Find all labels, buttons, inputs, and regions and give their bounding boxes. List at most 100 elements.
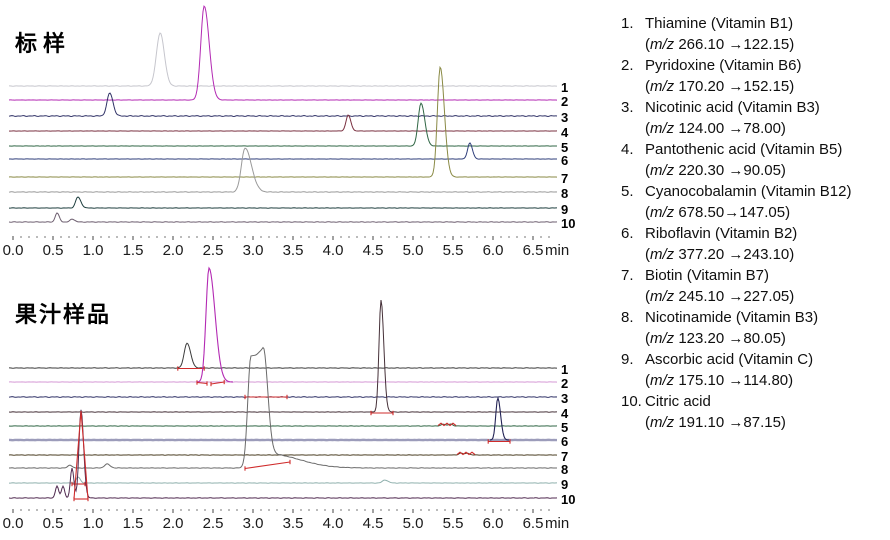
trace-number-label: 3 — [561, 110, 569, 125]
integration-baseline — [196, 381, 208, 385]
legend-item-transition: (m/z 377.20 →243.10) — [645, 246, 795, 263]
legend-item-number: 9. — [621, 351, 634, 368]
trace-number-label: 4 — [561, 406, 569, 421]
axis-tick-label: 6.0 — [482, 515, 504, 532]
legend-item-name: Cyanocobalamin (Vitamin B12) — [645, 183, 852, 200]
axis-tick-label: 0.0 — [2, 242, 24, 259]
trace-1-standard — [8, 32, 558, 87]
trace-number-label: 8 — [561, 462, 569, 477]
axis-tick-label: 0.0 — [2, 515, 24, 532]
trace-10-standard — [8, 212, 558, 223]
trace-number-label: 2 — [561, 376, 569, 391]
legend-item-name: Citric acid — [645, 393, 711, 410]
legend-item: 7. Biotin (Vitamin B7) (m/z 245.10 →227.05… — [621, 265, 888, 307]
trace-5-standard — [8, 102, 558, 147]
axis-tick-label: 1.5 — [122, 515, 144, 532]
axis-tick-label: 3.0 — [242, 515, 264, 532]
axis-tick-label: 4.0 — [322, 515, 344, 532]
trace-number-label: 7 — [561, 171, 569, 186]
axis-tick-label: 1.0 — [82, 242, 104, 259]
axis-tick-label: 3.0 — [242, 242, 264, 259]
panel-label-standard: 标样 — [15, 31, 72, 56]
legend-item-transition: (m/z 123.20 →80.05) — [645, 330, 786, 347]
mz-italic-label: m/z — [650, 372, 675, 389]
mz-italic-label: m/z — [650, 204, 675, 221]
axis-tick-label: 1.5 — [122, 242, 144, 259]
legend-item-number: 1. — [621, 15, 634, 32]
mz-italic-label: m/z — [650, 246, 675, 263]
axis-tick-label: 5.5 — [442, 515, 464, 532]
legend-item-transition: (m/z 170.20 →152.15) — [645, 78, 795, 95]
legend-item-number: 2. — [621, 57, 634, 74]
trace-6-standard — [8, 142, 558, 160]
trace-7-standard — [8, 65, 558, 178]
legend-item-number: 10. — [621, 393, 642, 410]
trace-9-juice — [8, 476, 558, 484]
peak-overlay-trace-2 — [196, 266, 234, 383]
integration-baseline — [210, 381, 225, 385]
trace-number-label: 9 — [561, 477, 569, 492]
legend-item-transition: (m/z 245.10 →227.05) — [645, 288, 795, 305]
axis-tick-label: 6.0 — [482, 242, 504, 259]
trace-9-standard — [8, 196, 558, 209]
integration-baseline — [244, 461, 291, 470]
integration-peak-trace — [73, 410, 89, 500]
trace-number-label: 5 — [561, 420, 569, 435]
axis-tick-label: 2.0 — [162, 242, 184, 259]
trace-number-label: 6 — [561, 434, 569, 449]
integration-noise-mark — [437, 422, 457, 427]
legend-item: 1. Thiamine (Vitamin B1) (m/z 266.10 →122.… — [621, 13, 888, 55]
axis-tick-label: 3.5 — [282, 515, 304, 532]
axis-tick-label: 4.5 — [362, 242, 384, 259]
trace-8-juice — [8, 346, 558, 469]
axis-unit-label: min — [545, 515, 570, 532]
axis-tick-label: 0.5 — [42, 515, 64, 532]
trace-5-juice — [8, 423, 558, 427]
legend-item-name: Ascorbic acid (Vitamin C) — [645, 351, 814, 368]
legend-item-transition: (m/z 191.10 →87.15) — [645, 414, 786, 431]
trace-number-label: 10 — [561, 216, 576, 231]
legend-item-transition: (m/z 678.50→147.05) — [645, 204, 791, 221]
trace-number-label: 9 — [561, 202, 569, 217]
trace-10-juice — [8, 409, 558, 499]
mz-italic-label: m/z — [650, 162, 675, 179]
legend-item-name: Nicotinic acid (Vitamin B3) — [645, 99, 820, 116]
axis-tick-label: 2.5 — [202, 515, 224, 532]
legend-item: 6. Riboflavin (Vitamin B2) (m/z 377.20 →24… — [621, 223, 888, 265]
legend-item: 9. Ascorbic acid (Vitamin C) (m/z 175.10 →… — [621, 349, 888, 391]
legend-item-number: 8. — [621, 309, 634, 326]
legend-item: 4. Pantothenic acid (Vitamin B5) (m/z 220.… — [621, 139, 888, 181]
axis-tick-label: 1.0 — [82, 515, 104, 532]
legend-item-number: 4. — [621, 141, 634, 158]
trace-4-standard — [8, 114, 558, 132]
legend-item-transition: (m/z 266.10 →122.15) — [645, 36, 795, 53]
trace-number-label: 6 — [561, 153, 569, 168]
mz-italic-label: m/z — [650, 78, 675, 95]
trace-number-label: 1 — [561, 80, 569, 95]
legend-item: 2. Pyridoxine (Vitamin B6) (m/z 170.20 →15… — [621, 55, 888, 97]
trace-number-label: 8 — [561, 186, 569, 201]
legend-item: 3. Nicotinic acid (Vitamin B3) (m/z 124.00… — [621, 97, 888, 139]
axis-tick-label: 6.5 — [522, 242, 544, 259]
trace-number-label: 1 — [561, 362, 569, 377]
mz-italic-label: m/z — [650, 120, 675, 137]
axis-tick-label: 3.5 — [282, 242, 304, 259]
trace-number-label: 5 — [561, 140, 569, 155]
axis-tick-label: 4.0 — [322, 242, 344, 259]
legend-item-transition: (m/z 175.10 →114.80) — [645, 372, 794, 389]
legend: 1. Thiamine (Vitamin B1) (m/z 266.10 →122.… — [621, 13, 888, 433]
legend-item-number: 7. — [621, 267, 634, 284]
legend-item-name: Nicotinamide (Vitamin B3) — [645, 309, 819, 326]
mz-italic-label: m/z — [650, 330, 675, 347]
trace-3-standard — [8, 92, 558, 117]
panel-label-juice-sample: 果汁样品 — [15, 302, 112, 327]
legend-item-transition: (m/z 124.00 →78.00) — [645, 120, 786, 137]
trace-number-label: 10 — [561, 492, 576, 507]
integration-noise-mark — [456, 451, 476, 456]
legend-item-name: Biotin (Vitamin B7) — [645, 267, 769, 284]
legend-item: 10. Citric acid (m/z 191.10 →87.15) — [621, 391, 888, 433]
legend-item-name: Riboflavin (Vitamin B2) — [645, 225, 798, 242]
trace-number-label: 3 — [561, 391, 569, 406]
